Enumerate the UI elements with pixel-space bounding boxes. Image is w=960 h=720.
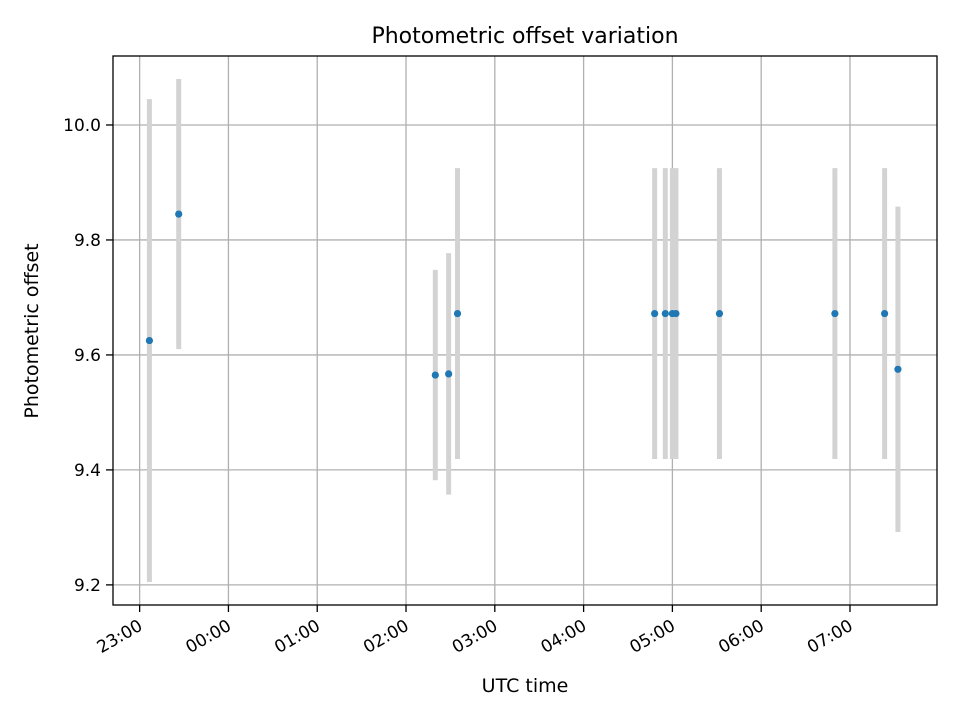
error-bars xyxy=(146,78,901,583)
x-tick-label: 02:00 xyxy=(360,616,412,658)
x-axis: 23:00 00:00 01:00 02:00 03:00 04:00 05:00 06:00… xyxy=(94,605,856,658)
data-point xyxy=(445,370,453,378)
data-point xyxy=(881,309,889,318)
x-tick-label: 06:00 xyxy=(715,616,767,658)
data-point xyxy=(661,309,669,318)
data-point xyxy=(453,309,462,318)
x-tick-label: 04:00 xyxy=(538,616,590,658)
x-axis-label: UTC time xyxy=(482,675,569,697)
data-point xyxy=(894,365,902,373)
plot-frame xyxy=(112,55,938,606)
data-point xyxy=(831,309,839,318)
y-tick-label: 10.0 xyxy=(63,116,101,136)
data-point xyxy=(145,336,154,345)
x-tick-label: 05:00 xyxy=(626,616,678,658)
data-point xyxy=(651,309,659,318)
x-tick-label: 23:00 xyxy=(94,616,146,658)
x-tick-label: 00:00 xyxy=(182,616,234,658)
data-point xyxy=(715,309,724,318)
x-tick-label: 03:00 xyxy=(449,616,501,658)
data-point xyxy=(431,371,439,379)
y-tick-label: 9.8 xyxy=(74,231,101,251)
chart-title: Photometric offset variation xyxy=(371,24,678,49)
grid-lines xyxy=(113,56,937,605)
y-axis: 9.2 9.4 9.6 9.8 10.0 xyxy=(63,116,113,596)
y-tick-label: 9.6 xyxy=(74,346,101,366)
y-axis-label: Photometric offset xyxy=(21,243,43,418)
y-tick-label: 9.2 xyxy=(74,576,101,596)
data-point xyxy=(175,210,183,218)
y-tick-label: 9.4 xyxy=(74,461,101,481)
x-tick-label: 07:00 xyxy=(804,616,856,658)
data-point xyxy=(672,309,680,318)
x-tick-label: 01:00 xyxy=(271,616,323,658)
data-points xyxy=(145,210,902,379)
